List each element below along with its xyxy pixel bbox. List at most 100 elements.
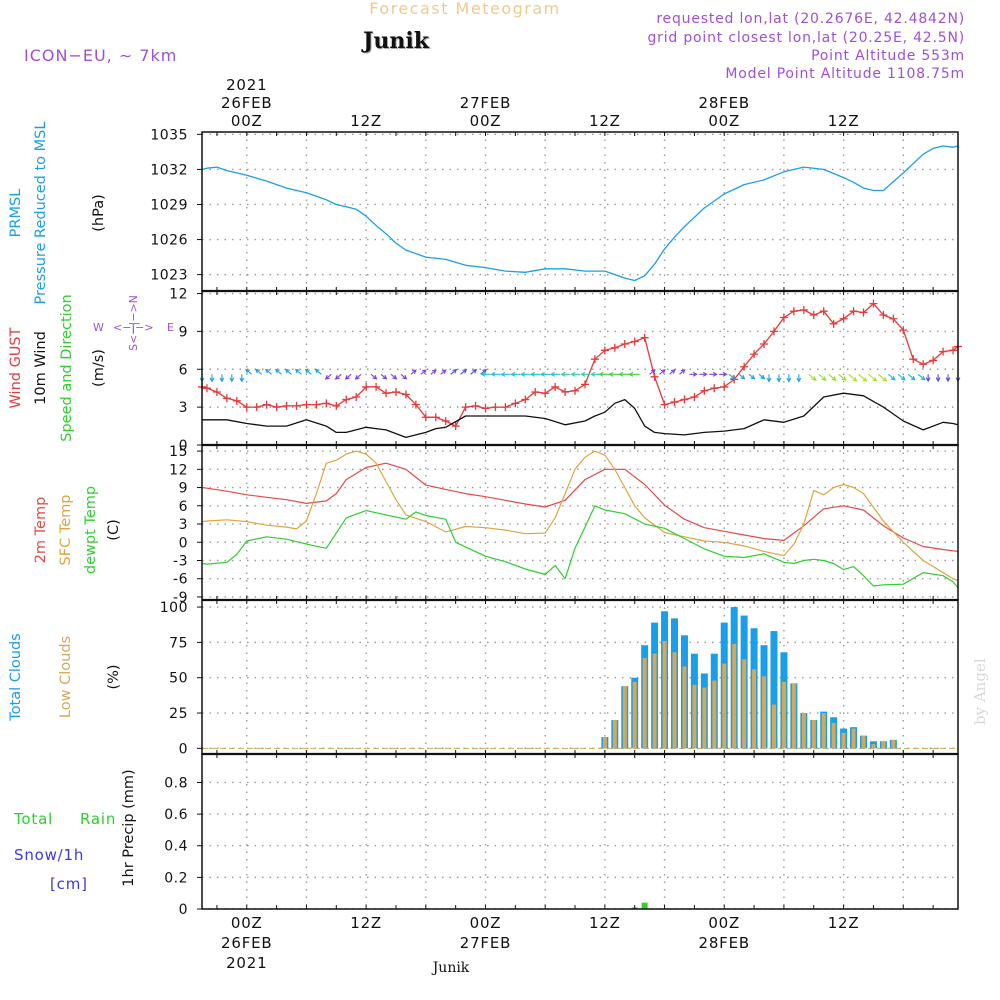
- wind-arrow-head: [372, 374, 378, 380]
- wind-arrow-head: [209, 377, 215, 383]
- bottom-time-label: 27FEB: [460, 934, 511, 952]
- gust-marker: [431, 413, 440, 422]
- wind-direction-arrow: [738, 373, 745, 380]
- wind-arrow-head: [821, 376, 827, 381]
- grid-layer: [202, 132, 958, 910]
- bottom-time-label: 12Z: [350, 914, 382, 932]
- wind-arrow-head: [670, 369, 676, 374]
- wind-direction-arrow: [450, 369, 457, 375]
- y-tick-label: 9: [179, 324, 188, 340]
- pressure-line: [201, 145, 959, 282]
- gust-marker: [610, 343, 619, 352]
- wind-direction-arrow: [460, 369, 467, 375]
- gust-marker: [590, 355, 599, 364]
- wind-arrow-head: [344, 375, 350, 380]
- wind-arrow-head: [618, 371, 624, 377]
- panel-label: 1hr Precip (mm): [121, 769, 137, 886]
- gust-marker: [391, 387, 400, 396]
- low-cloud-bar: [781, 681, 786, 749]
- gust-marker: [352, 393, 361, 402]
- wind-arrow-head: [549, 371, 555, 377]
- wind-direction-arrow: [335, 373, 342, 380]
- low-cloud-bar: [632, 681, 637, 749]
- gust-marker: [342, 395, 351, 404]
- wind-direction-arrow: [255, 369, 263, 375]
- y-tick-label: 25: [169, 706, 188, 722]
- wind-arrow-head: [431, 369, 437, 375]
- wind-arrow-head: [539, 371, 545, 377]
- compass-horizontal: <−|−>: [113, 321, 154, 334]
- gust-marker: [242, 403, 251, 412]
- wind-direction-arrow: [370, 373, 377, 380]
- gust-marker: [839, 314, 848, 323]
- wind-arrow-head: [462, 368, 468, 374]
- wind-direction-arrow: [285, 369, 292, 375]
- wind-direction-arrow: [400, 373, 407, 380]
- requested-coords: requested lon,lat (20.2676E, 42.4842N): [656, 11, 965, 27]
- wind-arrow-head: [841, 376, 847, 381]
- y-tick-label: 12: [169, 287, 188, 303]
- wind-arrow-head: [472, 368, 478, 374]
- y-tick-label: 3: [179, 400, 188, 416]
- gust-marker: [949, 346, 958, 355]
- wind-arrow-head: [608, 371, 614, 377]
- y-tick-label: 0: [179, 438, 188, 454]
- wind-direction-arrow: [315, 369, 322, 375]
- wind-arrow-head: [402, 374, 408, 380]
- wind-arrow-head: [650, 369, 656, 374]
- gust-marker: [272, 403, 281, 412]
- panel-label: 10m Wind: [33, 331, 49, 405]
- wind-arrow-head: [284, 368, 290, 374]
- wind-arrow-head: [510, 371, 516, 377]
- low-cloud-bar: [811, 720, 816, 749]
- y-tick-label: 1026: [150, 233, 188, 249]
- legend-snow: Snow/1h: [14, 846, 84, 864]
- wind-arrow-head: [219, 377, 225, 383]
- low-cloud-bar: [752, 669, 757, 749]
- wind-arrow-head: [680, 369, 686, 374]
- wind-direction-arrow: [808, 373, 817, 381]
- y-tick-label: 9: [179, 481, 188, 497]
- wind-arrow-head: [692, 371, 698, 377]
- y-tick-label: -9: [173, 590, 188, 606]
- wind-direction-arrow: [758, 373, 765, 380]
- wind-arrow-head: [882, 376, 888, 382]
- total-cloud-bar: [770, 631, 778, 749]
- wind-direction-arrow: [265, 369, 272, 375]
- wind-arrow-head: [760, 374, 766, 380]
- low-cloud-bar: [871, 744, 876, 749]
- temp-2m-line: [201, 462, 959, 552]
- wind-arrow-head: [382, 374, 388, 380]
- wind-arrow-head: [245, 368, 250, 374]
- temp-sfc-line: [201, 450, 959, 582]
- y-tick-label: 50: [169, 671, 188, 687]
- wind-arrow-head: [560, 371, 566, 377]
- low-cloud-bar: [821, 713, 826, 749]
- panel-label: Low Clouds: [58, 636, 74, 718]
- gust-marker: [819, 307, 828, 316]
- wind-arrow-head: [872, 376, 878, 382]
- wind-arrow-head: [482, 368, 488, 374]
- y-tick-label: 0.2: [164, 870, 188, 886]
- y-tick-label: 3: [179, 517, 188, 533]
- wind-arrow-head: [750, 374, 756, 380]
- wind-arrow-head: [334, 375, 340, 380]
- wind-arrow-head: [712, 371, 718, 377]
- low-cloud-bar: [831, 722, 836, 749]
- panel-label: (C): [106, 519, 122, 540]
- legend-rain: Rain: [80, 810, 116, 828]
- gust-marker: [461, 403, 470, 412]
- low-cloud-bar: [881, 741, 886, 749]
- gust-marker: [312, 400, 321, 409]
- gust-marker: [202, 384, 211, 393]
- wind-arrow-head: [910, 375, 916, 381]
- axis-text-layer: 1023 1026 1029 1032 1035 PRMSL Pressure Reduce…: [8, 76, 859, 972]
- gust-marker: [451, 422, 460, 431]
- gust-marker: [640, 333, 649, 342]
- gust-marker: [919, 360, 928, 369]
- gust-marker: [789, 307, 798, 316]
- wind-arrow-head: [392, 374, 398, 380]
- wind-direction-arrow: [917, 373, 926, 381]
- panel-label: Wind GUST: [8, 327, 24, 408]
- credit-text: by Angel: [971, 658, 989, 725]
